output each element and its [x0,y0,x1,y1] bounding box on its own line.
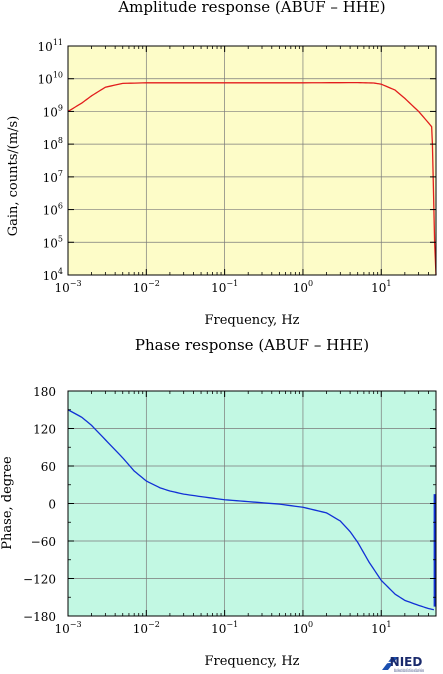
x-tick-label: 100 [293,620,313,636]
y-tick-label: 109 [43,103,63,119]
phase-chart-title: Phase response (ABUF – HHE) [135,336,369,354]
y-tick-label: 107 [43,169,63,185]
y-tick-label: 104 [43,267,63,283]
nied-logo-subtext: National Research Institute for Earth Sc… [394,668,424,673]
x-tick-label: 10−1 [211,620,238,636]
phase-series-line [67,409,435,611]
nied-logo-text: NIED [390,655,423,669]
y-tick-label: 120 [33,423,56,437]
nied-logo-mark [382,657,398,670]
amplitude-series-line [67,81,437,276]
amplitude-x-axis-label: Frequency, Hz [204,313,299,328]
amplitude-chart-title: Amplitude response (ABUF – HHE) [117,0,385,16]
x-tick-label: 10−2 [133,620,160,636]
x-tick-label: 10−3 [54,620,81,636]
y-tick-label: 1010 [38,71,63,87]
amplitude-plot-frame [67,45,437,276]
y-tick-label: 1011 [38,38,63,54]
x-tick-label: 10−1 [211,279,238,295]
nied-logo: NIED National Research Institute for Ear… [379,655,424,673]
y-tick-label: −180 [23,610,56,624]
y-tick-label: 108 [43,136,63,152]
amplitude-plot-area [68,46,436,275]
y-tick-label: 105 [43,234,63,250]
y-tick-label: 106 [43,202,63,218]
phase-y-axis-label: Phase, degree [0,456,15,550]
y-tick-label: 180 [33,385,56,399]
y-tick-label: 0 [48,498,56,512]
y-tick-label: 60 [41,460,56,474]
x-tick-label: 10−3 [54,279,81,295]
nied-logo-wave [379,661,397,667]
y-tick-label: −60 [31,535,56,549]
amplitude-y-axis-label: Gain, counts/(m/s) [6,116,21,237]
x-tick-label: 10−2 [133,279,160,295]
amplitude-ticks: 10−3 10−2 10−1 100 101 104 105 106 107 108 109 1010… [38,38,437,295]
phase-chart: Phase response (ABUF – HHE) 10−3 10−2 10−1… [0,336,437,669]
phase-ticks: 10−3 10−2 10−1 100 101 180 120 60 0 −60 −120 −180 [23,385,437,636]
y-tick-label: −120 [23,573,56,587]
x-tick-label: 101 [371,279,391,295]
x-tick-label: 100 [293,279,313,295]
phase-x-axis-label: Frequency, Hz [204,654,299,669]
x-tick-label: 101 [371,620,391,636]
amplitude-chart: Amplitude response (ABUF – HHE) 10−3 10−2… [6,0,437,328]
